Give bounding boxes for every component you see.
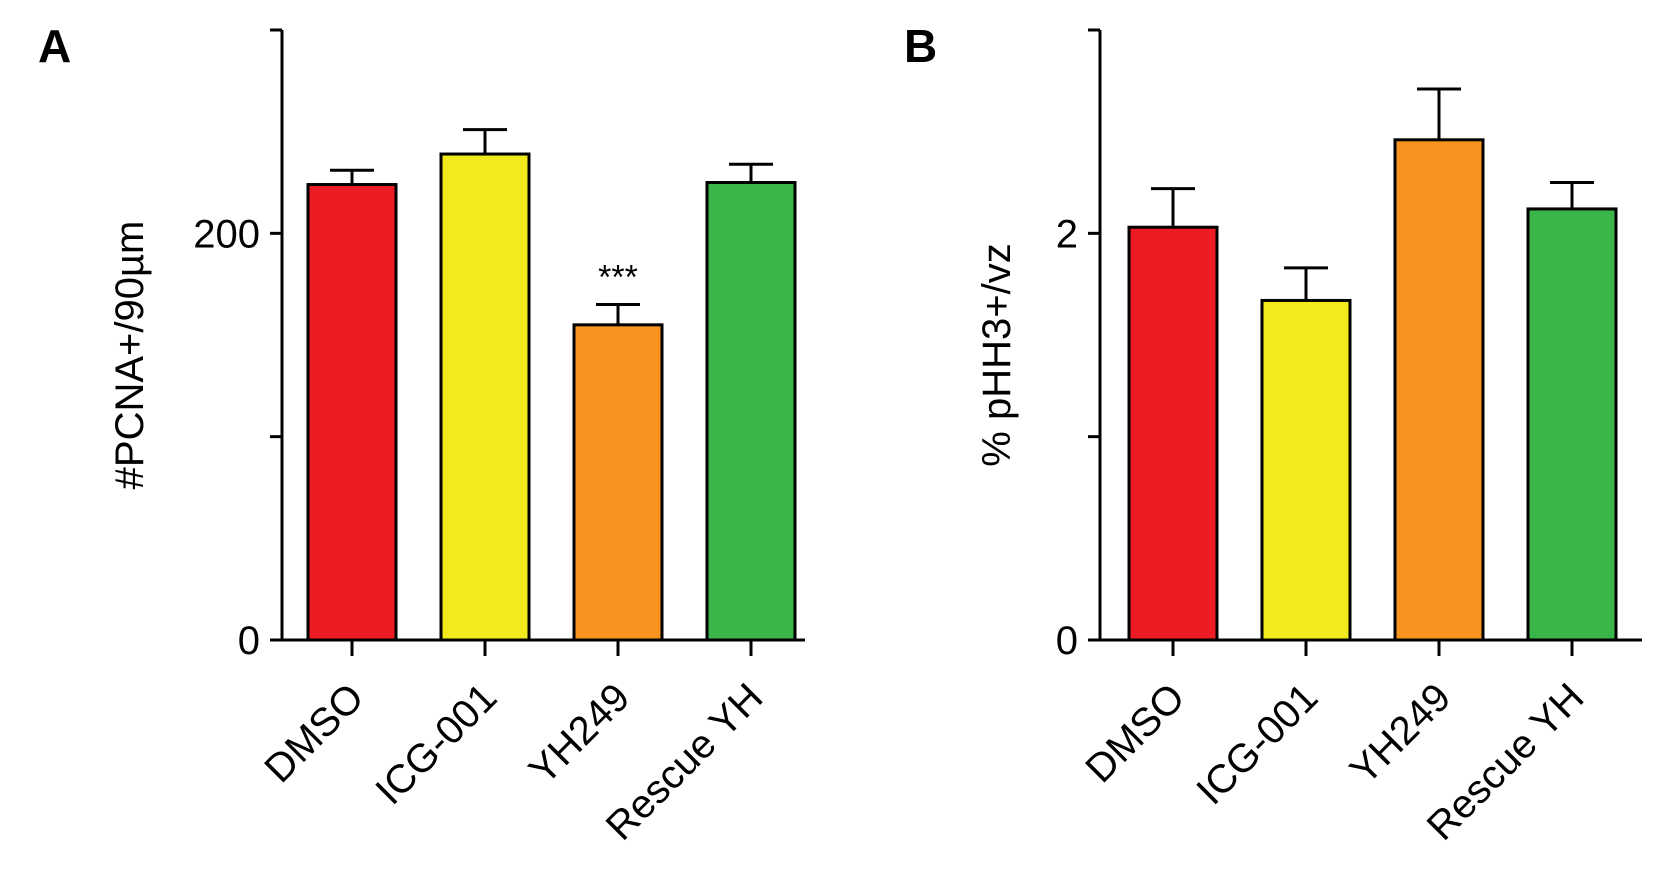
- bar-icg-001: [1260, 298, 1352, 642]
- x-tick-label: DMSO: [256, 675, 372, 791]
- y-axis-label: #PCNA+/90µm: [108, 221, 152, 490]
- y-tick-label: 200: [193, 212, 260, 256]
- x-tick-label: ICG-001: [1188, 675, 1326, 813]
- x-tick-label: YH249: [1342, 675, 1460, 793]
- bar-dmso: [1127, 225, 1219, 642]
- y-tick-label: 0: [1056, 619, 1078, 663]
- bar-icg-001: [439, 152, 531, 642]
- bar-rescue-yh: [1526, 207, 1618, 642]
- x-tick-label: YH249: [521, 675, 639, 793]
- bar-rescue-yh: [705, 181, 797, 642]
- bar-yh249: [1393, 138, 1485, 642]
- panel-letter: B: [904, 20, 937, 72]
- y-tick-label: 2: [1056, 212, 1078, 256]
- x-tick-label: ICG-001: [367, 675, 505, 813]
- panel-letter: A: [38, 20, 71, 72]
- y-axis-label: % pHH3+/vz: [975, 243, 1019, 466]
- bar-dmso: [306, 183, 398, 642]
- significance-marker: ***: [598, 259, 638, 297]
- x-tick-label: DMSO: [1077, 675, 1193, 791]
- y-tick-label: 0: [238, 619, 260, 663]
- bar-yh249: [572, 323, 664, 642]
